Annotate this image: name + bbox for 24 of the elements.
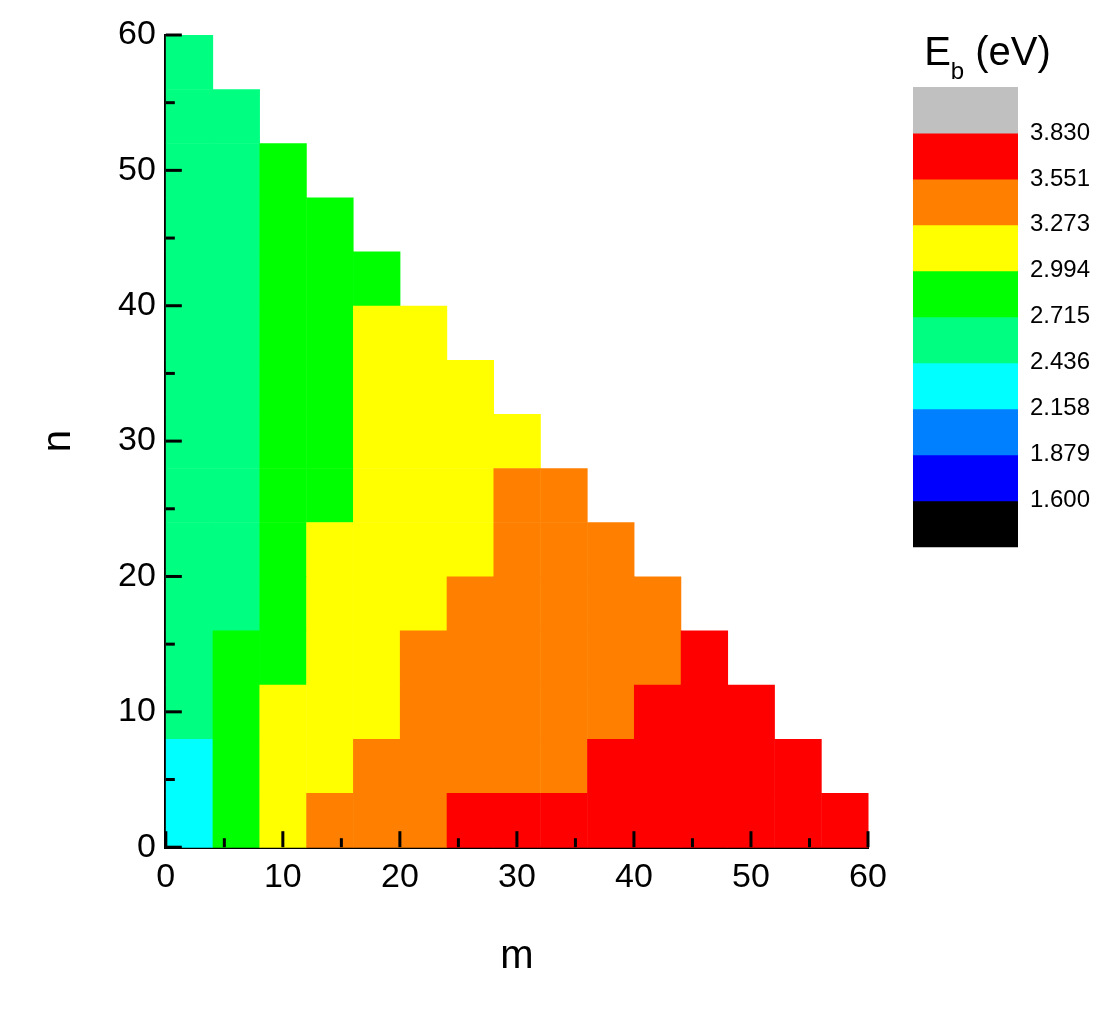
y-tick-label: 60 xyxy=(117,13,156,52)
color-bar-label: 2.994 xyxy=(1030,255,1091,283)
color-bar-label: 3.551 xyxy=(1030,163,1091,191)
y-tick-label: 0 xyxy=(136,825,156,864)
x-tick-label: 50 xyxy=(732,855,770,894)
color-bar-label: 3.830 xyxy=(1030,117,1091,145)
y-tick-label: 20 xyxy=(117,554,156,593)
x-tick-label: 30 xyxy=(498,855,536,894)
color-bar-label: 3.273 xyxy=(1030,209,1091,237)
x-axis-title: m xyxy=(500,932,534,977)
y-tick-label: 50 xyxy=(117,148,156,187)
x-tick-label: 40 xyxy=(615,855,653,894)
color-bar-label: 2.158 xyxy=(1030,393,1091,421)
y-tick-label: 30 xyxy=(117,419,156,458)
y-axis-title: n xyxy=(34,429,79,453)
color-bar-label: 1.600 xyxy=(1030,485,1091,513)
color-bar-label: 1.879 xyxy=(1030,439,1091,467)
y-tick-label: 10 xyxy=(117,690,156,729)
x-tick-label: 60 xyxy=(849,855,887,894)
y-tick-label: 40 xyxy=(117,284,156,323)
x-tick-label: 20 xyxy=(380,855,419,894)
x-tick-label: 10 xyxy=(263,855,302,894)
color-bar-label: 2.436 xyxy=(1030,347,1091,375)
color-bar-label: 2.715 xyxy=(1030,301,1091,329)
